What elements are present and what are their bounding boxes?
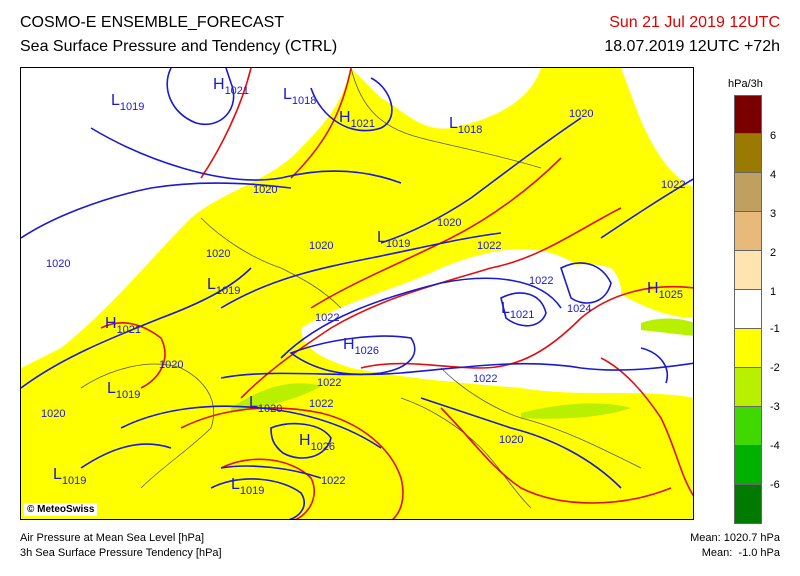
isobar-label: 1020 (309, 240, 334, 252)
low-center: L1019 (207, 276, 241, 297)
legend-swatch (734, 407, 762, 446)
legend-swatch (734, 329, 762, 368)
isobar-label: 1020 (206, 248, 231, 260)
legend-swatch (734, 290, 762, 329)
legend-tick: -3 (770, 401, 780, 413)
legend-tick: 4 (770, 169, 777, 181)
isobar-label: 1020 (499, 434, 524, 446)
low-center: L1019 (107, 380, 141, 401)
run-time: 18.07.2019 12UTC +72h (604, 38, 780, 55)
copyright-label: © MeteoSwiss (24, 503, 98, 516)
valid-time: Sun 21 Jul 2019 12UTC (609, 14, 780, 31)
legend-unit: hPa/3h (728, 78, 763, 90)
isobar-label: 1022 (315, 312, 340, 324)
color-legend (734, 95, 762, 524)
legend-tick: 6 (770, 130, 777, 142)
isobar-label: 1022 (473, 373, 498, 385)
coastlines (80, 68, 642, 509)
isobar-label: 1020 (41, 408, 66, 420)
low-center: L1019 (111, 92, 145, 113)
isobar-label: 1022 (477, 240, 502, 252)
low-center: L1019 (53, 466, 87, 487)
tendency-white-areas (21, 68, 693, 398)
high-center: H1025 (647, 280, 684, 301)
legend-tick: -2 (770, 362, 780, 374)
legend-tick: 2 (770, 247, 777, 259)
high-center: H1026 (299, 432, 336, 453)
high-center: H1021 (339, 109, 376, 130)
legend-swatch (734, 446, 762, 485)
isobar-label: 1022 (309, 398, 334, 410)
tendency-green-areas (231, 318, 693, 419)
isobar-label: 1020 (159, 359, 184, 371)
legend-swatch (734, 173, 762, 212)
legend-swatch (734, 251, 762, 290)
isobar-label: 1020 (46, 258, 71, 270)
low-center: L1021 (501, 300, 535, 321)
pressure-mean: Mean: 1020.7 hPa (690, 532, 780, 544)
footer-pressure-label: Air Pressure at Mean Sea Level [hPa] (20, 532, 205, 544)
chart-subtitle: Sea Surface Pressure and Tendency (CTRL) (20, 38, 338, 55)
legend-swatch (734, 485, 762, 524)
high-center: H1021 (105, 315, 142, 336)
legend-swatch (734, 368, 762, 407)
isobar-label: 1022 (529, 275, 554, 287)
isobars (21, 68, 693, 519)
isobar-label: 1022 (661, 179, 686, 191)
legend-tick: -1 (770, 323, 780, 335)
map-graphics (21, 68, 693, 519)
low-center: L1018 (449, 115, 483, 136)
legend-tick: 1 (770, 286, 777, 298)
high-center: H1021 (213, 76, 250, 97)
legend-swatch (734, 95, 762, 134)
low-center: L1019 (377, 229, 411, 250)
chart-title: COSMO-E ENSEMBLE_FORECAST (20, 14, 285, 31)
low-center: L1020 (249, 394, 283, 415)
low-center: L1018 (283, 86, 317, 107)
legend-swatch (734, 134, 762, 173)
isobar-label: 1022 (321, 475, 346, 487)
low-center: L1019 (231, 476, 265, 497)
isobar-label: 1020 (569, 108, 594, 120)
isobar-label: 1024 (567, 303, 592, 315)
forecast-map: 1020 1020 1020 1020 1020 1020 1020 1020 … (20, 67, 694, 520)
legend-tick: -6 (770, 479, 780, 491)
isobar-label: 1022 (317, 377, 342, 389)
legend-tick: 3 (770, 208, 777, 220)
legend-swatch (734, 212, 762, 251)
footer-tendency-label: 3h Sea Surface Pressure Tendency [hPa] (20, 547, 222, 559)
high-center: H1026 (343, 336, 380, 357)
isobar-label: 1020 (253, 184, 278, 196)
tendency-mean: Mean: -1.0 hPa (701, 547, 780, 559)
isobar-label: 1020 (437, 217, 462, 229)
legend-tick: -4 (770, 440, 780, 452)
